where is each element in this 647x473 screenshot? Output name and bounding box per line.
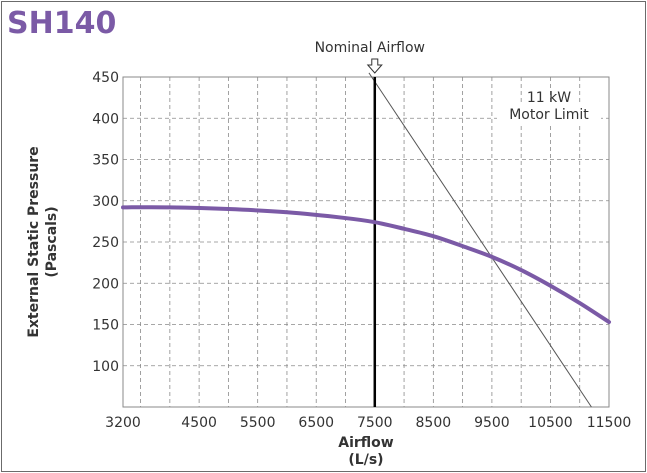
x-tick-label: 8500: [416, 415, 452, 431]
x-tick-label: 11500: [587, 415, 632, 431]
x-tick-label: 10500: [528, 415, 573, 431]
motor-limit-line: [368, 72, 592, 408]
y-tick-label: 450: [92, 70, 119, 86]
x-tick-label: 9500: [474, 415, 510, 431]
fan-curve-line: [121, 205, 611, 325]
x-tick-label: 5500: [240, 415, 276, 431]
motor-limit-label-bg: [497, 103, 601, 123]
y-axis-label: External Static Pressure: [26, 146, 42, 337]
x-tick-label: 3200: [105, 415, 141, 431]
y-axis-label: (Pascals): [44, 206, 60, 277]
motor-limit-label: 11 kW: [527, 90, 571, 106]
x-axis-label: Airflow: [338, 435, 394, 451]
chart-title: SH140: [7, 6, 117, 41]
motor-limit-label: Motor Limit: [509, 107, 589, 123]
y-tick-label: 100: [92, 359, 119, 375]
marks-layer: [121, 72, 611, 408]
y-tick-label: 300: [92, 194, 119, 210]
x-tick-label: 4500: [181, 415, 217, 431]
nominal-airflow-label: Nominal Airflow: [315, 40, 425, 56]
nominal-airflow-arrow-icon: [366, 58, 383, 74]
grid-layer: [122, 76, 610, 408]
x-axis-label: (L/s): [348, 452, 383, 468]
y-tick-label: 400: [92, 111, 119, 127]
labels-layer: 100 150 200 250 300 350 400 450 3200 4500 5500 6500…: [26, 40, 631, 468]
x-tick-label: 7500: [357, 415, 393, 431]
x-tick-label: 6500: [298, 415, 334, 431]
y-tick-label: 200: [92, 276, 119, 292]
y-tick-label: 350: [92, 153, 119, 169]
y-tick-label: 150: [92, 318, 119, 334]
y-tick-label: 250: [92, 235, 119, 251]
